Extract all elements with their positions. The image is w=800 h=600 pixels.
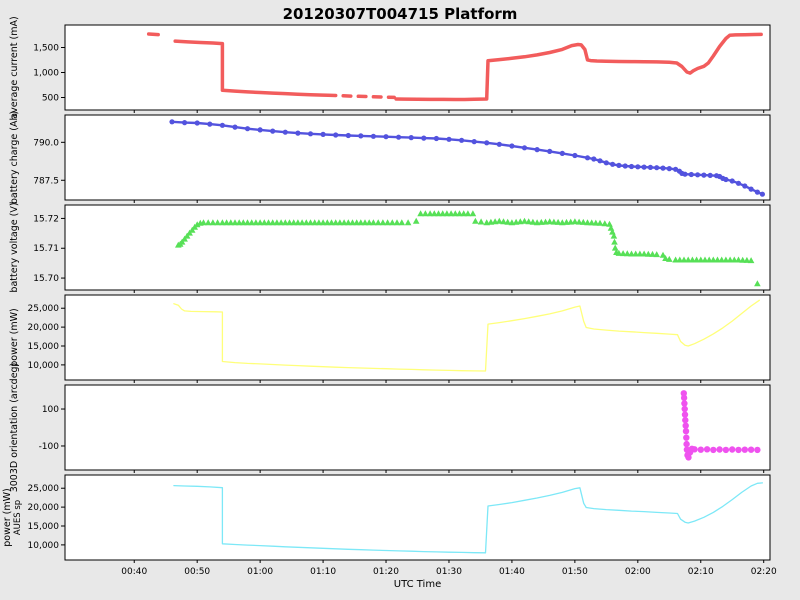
- y-tick-label: 1,000: [33, 69, 59, 79]
- plot-area: [65, 205, 770, 290]
- plot-area: [65, 475, 770, 560]
- y-tick-label: 15,000: [28, 522, 60, 532]
- y-tick-label: 10,000: [28, 361, 60, 371]
- x-tick-label: 01:20: [373, 567, 399, 577]
- y-tick-label: 1,500: [33, 44, 59, 54]
- series-battery-voltage: [175, 210, 761, 287]
- x-tick-label: 02:10: [688, 567, 714, 577]
- y-axis-label: power (mW): [2, 488, 13, 546]
- y-tick-label: 15.71: [33, 244, 59, 254]
- plot-area: [65, 25, 770, 110]
- x-tick-label: 01:50: [562, 567, 588, 577]
- x-tick-label: 00:50: [184, 567, 210, 577]
- y-axis-label: power (mW): [9, 308, 20, 366]
- y-tick-label: 790.0: [33, 138, 59, 148]
- x-tick-label: 01:30: [436, 567, 462, 577]
- x-tick-label: 01:00: [247, 567, 273, 577]
- x-tick-label: 02:00: [625, 567, 651, 577]
- series-auv-power: [173, 482, 764, 554]
- y-tick-label: 15.70: [33, 274, 59, 284]
- y-tick-label: -100: [39, 442, 60, 452]
- plot-area: [65, 115, 770, 200]
- y-tick-label: 15,000: [28, 342, 60, 352]
- series-power: [173, 299, 760, 372]
- y-tick-label: 20,000: [28, 323, 60, 333]
- y-tick-label: 25,000: [28, 484, 60, 494]
- y-tick-label: 20,000: [28, 503, 60, 513]
- chart-title: 20120307T004715 Platform: [282, 5, 518, 23]
- y-tick-label: 100: [42, 405, 59, 415]
- y-tick-label: 500: [42, 94, 59, 104]
- y-tick-label: 25,000: [28, 304, 60, 314]
- x-axis-title: UTC Time: [393, 579, 442, 590]
- y-tick-label: 787.5: [33, 176, 59, 186]
- panel-average-current: 500 1,000 1,500 average current (mA): [9, 16, 771, 119]
- plot-area: [65, 385, 770, 470]
- series-average-current: [146, 32, 763, 102]
- y-tick-label: 15.72: [33, 214, 59, 224]
- y-axis-label: 3003D orientation (arcdeg): [9, 363, 20, 493]
- y-tick-label: 10,000: [28, 541, 60, 551]
- x-tick-label: 00:40: [121, 567, 147, 577]
- panel-battery-charge: 787.5 790.0 battery charge (Ah): [9, 111, 771, 204]
- panel-auv-power: 10,000 15,000 20,000 25,000 00:40 00:50 01:00 0…: [2, 474, 777, 577]
- panel-battery-voltage: 15.70 15.71 15.72 battery voltage (V): [9, 202, 771, 293]
- x-tick-label: 01:10: [310, 567, 336, 577]
- series-orientation: [680, 390, 761, 461]
- x-tick-label: 01:40: [499, 567, 525, 577]
- plot-area: [65, 295, 770, 380]
- y-axis-label: battery charge (Ah): [9, 111, 20, 204]
- panel-power: 10,000 15,000 20,000 25,000 power (mW): [9, 294, 771, 383]
- y-axis-label: AUES sp: [13, 500, 23, 535]
- x-tick-label: 02:20: [751, 567, 777, 577]
- y-axis-label: average current (mA): [9, 16, 20, 118]
- y-axis-label: battery voltage (V): [9, 202, 20, 292]
- series-battery-charge: [169, 119, 766, 197]
- panel-orientation-3003d: -100 100 3003D orientation (arcdeg): [9, 363, 771, 493]
